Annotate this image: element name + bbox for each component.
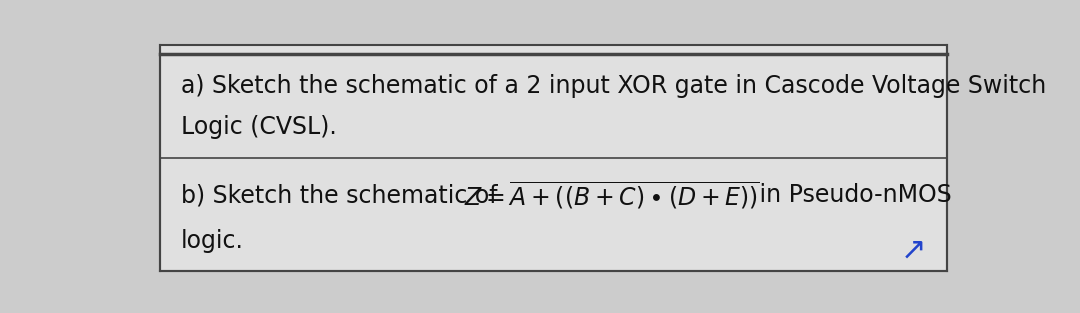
- FancyBboxPatch shape: [160, 45, 947, 271]
- Text: Logic (CVSL).: Logic (CVSL).: [181, 115, 337, 139]
- Text: $\nearrow$: $\nearrow$: [894, 235, 923, 264]
- Text: $Z=\overline{A+((B+C)\bullet(D+E))}$: $Z=\overline{A+((B+C)\bullet(D+E))}$: [464, 180, 760, 211]
- Text: a) Sketch the schematic of a 2 input XOR gate in Cascode Voltage Switch: a) Sketch the schematic of a 2 input XOR…: [181, 74, 1047, 98]
- Text: in Pseudo-nMOS: in Pseudo-nMOS: [752, 183, 951, 208]
- Text: b) Sketch the schematic of: b) Sketch the schematic of: [181, 183, 505, 208]
- Text: logic.: logic.: [181, 229, 244, 253]
